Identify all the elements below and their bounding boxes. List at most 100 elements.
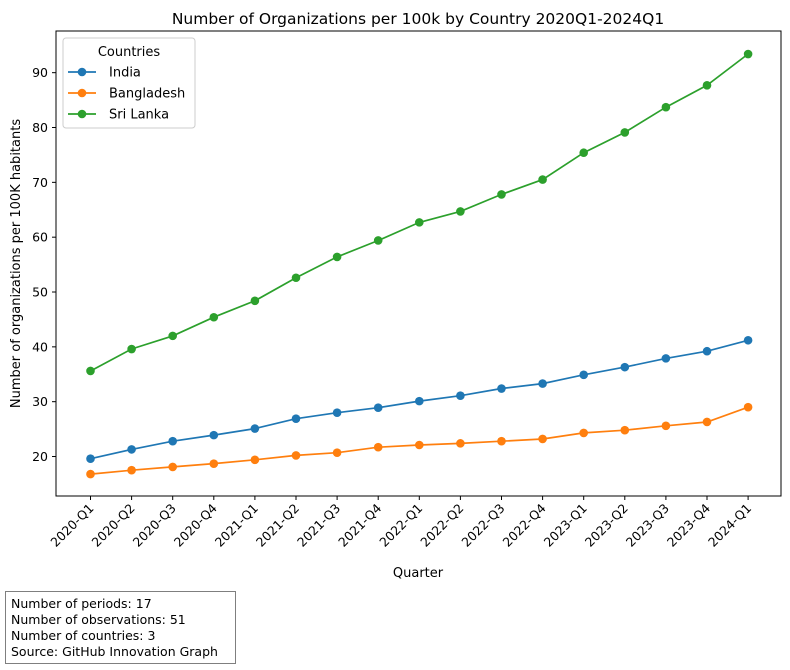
data-point: [579, 148, 588, 158]
summary-value: 51: [169, 612, 186, 627]
data-point: [291, 451, 301, 460]
y-tick-label: 40: [32, 339, 48, 354]
data-point: [209, 459, 219, 468]
data-point: [127, 465, 136, 475]
data-point: [538, 175, 547, 184]
chart-title: Number of Organizations per 100k by Coun…: [172, 10, 664, 28]
data-point: [373, 403, 383, 413]
x-tick-label: 2020-Q4: [171, 500, 220, 549]
data-point: [743, 335, 753, 345]
summary-line-source: Source: GitHub Innovation Graph: [11, 644, 235, 660]
series-sri-lanka: [86, 49, 753, 376]
legend-item: India: [68, 66, 141, 81]
y-tick-label: 90: [32, 65, 48, 80]
data-point: [702, 80, 712, 90]
data-point: [332, 448, 342, 457]
summary-line-periods: Number of periods: 17: [11, 596, 235, 612]
legend-label: Sri Lanka: [109, 108, 169, 123]
data-point: [332, 408, 342, 417]
legend-frame: [62, 37, 196, 129]
data-point: [661, 421, 671, 431]
summary-line-observations: Number of observations: 51: [11, 612, 235, 628]
data-point: [497, 384, 506, 393]
data-point: [702, 346, 712, 356]
x-tick-label: 2021-Q2: [253, 501, 302, 550]
x-tick-label: 2021-Q4: [335, 500, 384, 549]
x-tick-label: 2022-Q2: [417, 501, 466, 550]
x-tick-label: 2020-Q3: [130, 501, 179, 550]
data-point: [743, 402, 753, 412]
data-point: [620, 128, 630, 137]
data-point: [291, 273, 301, 283]
data-point: [538, 434, 547, 444]
data-point: [743, 49, 753, 59]
data-point: [250, 296, 260, 306]
data-point: [702, 417, 712, 427]
data-point: [250, 455, 260, 465]
data-point: [620, 362, 630, 372]
summary-line-countries: Number of countries: 3: [11, 628, 235, 644]
data-point: [373, 236, 383, 245]
data-point: [497, 190, 506, 199]
summary-value: 3: [147, 628, 156, 643]
x-tick-label: 2022-Q3: [458, 501, 507, 550]
legend-entries: India Bangladesh Sri Lanka: [68, 66, 185, 123]
x-tick-label: 2023-Q1: [541, 501, 590, 550]
data-point: [456, 207, 465, 216]
data-point: [373, 442, 383, 452]
data-point: [538, 379, 547, 388]
data-point: [456, 391, 465, 400]
data-point: [415, 396, 424, 406]
summary-value: 17: [135, 596, 152, 611]
data-point: [620, 425, 630, 435]
y-tick-label: 80: [32, 120, 48, 135]
legend-label: Bangladesh: [109, 87, 185, 102]
data-point: [661, 354, 671, 363]
series-layer: [86, 49, 753, 479]
data-point: [127, 344, 136, 354]
legend-title: Countries: [98, 45, 161, 60]
legend: Countries India Bangladesh Sri Lanka: [62, 37, 196, 129]
legend-marker: [77, 67, 87, 77]
y-tick-label: 70: [32, 175, 48, 190]
data-point: [291, 414, 301, 423]
y-axis-label: Number of organizations per 100K habitan…: [9, 119, 24, 408]
data-point: [86, 454, 95, 464]
x-tick-label: 2023-Q3: [623, 501, 672, 550]
data-point: [86, 469, 95, 479]
data-point: [168, 462, 177, 472]
legend-marker: [77, 109, 87, 119]
plot-frame: [55, 30, 782, 497]
y-tick-label: 20: [32, 449, 48, 464]
legend-marker: [77, 88, 87, 98]
legend-label: India: [109, 66, 141, 81]
data-point: [127, 445, 136, 454]
summary-label: Number of observations:: [11, 612, 166, 627]
data-point: [415, 218, 424, 227]
data-point: [497, 436, 506, 446]
x-tick-label: 2021-Q3: [294, 501, 343, 550]
data-point: [168, 331, 177, 341]
data-point: [661, 102, 671, 112]
data-point: [456, 439, 465, 448]
x-tick-label: 2020-Q2: [89, 501, 138, 550]
y-tick-label: 30: [32, 394, 48, 409]
x-axis: 2020-Q12020-Q22020-Q32020-Q42021-Q12021-…: [47, 496, 754, 550]
legend-item: Sri Lanka: [68, 108, 169, 123]
x-tick-label: 2021-Q1: [212, 501, 261, 550]
x-tick-label: 2022-Q4: [500, 500, 549, 549]
y-tick-label: 50: [32, 285, 48, 300]
data-point: [332, 252, 342, 262]
x-tick-label: 2022-Q1: [376, 501, 425, 550]
data-point: [209, 430, 219, 440]
summary-value: GitHub Innovation Graph: [62, 644, 218, 659]
summary-label: Source:: [11, 644, 59, 659]
data-point: [579, 428, 588, 438]
summary-box: Number of periods: 17 Number of observat…: [5, 591, 236, 664]
data-point: [579, 370, 588, 380]
x-tick-label: 2023-Q2: [582, 501, 631, 550]
x-tick-label: 2020-Q1: [47, 501, 96, 550]
series-bangladesh: [86, 402, 753, 479]
data-point: [250, 424, 260, 433]
